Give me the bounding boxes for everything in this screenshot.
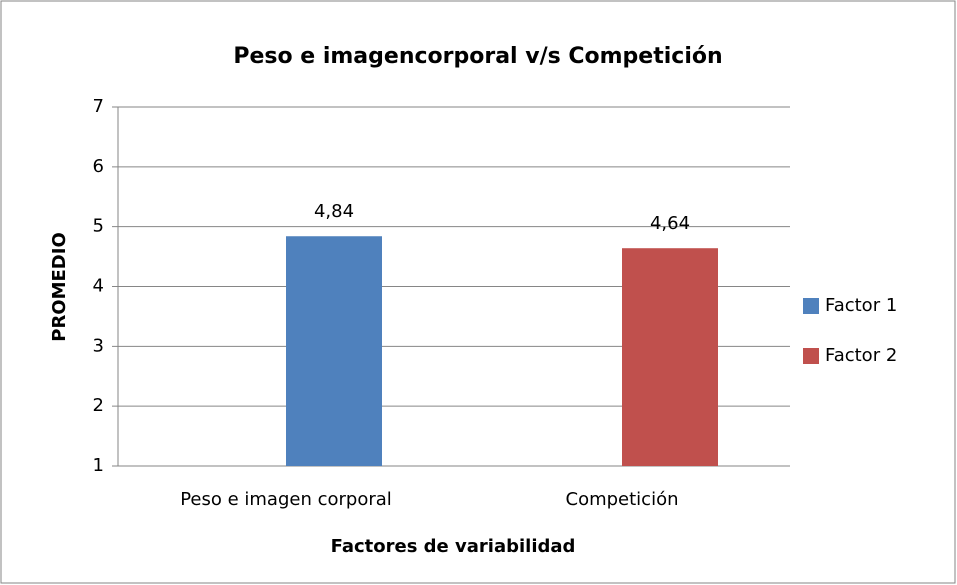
value-label: 4,64 (650, 213, 690, 234)
y-tick-label: 2 (93, 395, 104, 416)
legend-label: Factor 1 (825, 295, 897, 316)
bar (286, 236, 382, 466)
y-tick-label: 1 (93, 455, 104, 476)
y-tick-label: 3 (93, 335, 104, 356)
legend-swatch (803, 298, 819, 314)
value-label: 4,84 (314, 201, 354, 222)
bar (622, 248, 718, 466)
y-tick-label: 7 (93, 96, 104, 117)
y-tick-label: 4 (93, 276, 104, 297)
x-tick-label: Peso e imagen corporal (180, 489, 392, 510)
x-axis-title: Factores de variabilidad (331, 536, 576, 557)
y-axis-title: PROMEDIO (49, 232, 70, 342)
x-tick-label: Competición (566, 489, 679, 510)
legend-swatch (803, 348, 819, 364)
legend-label: Factor 2 (825, 345, 897, 366)
y-tick-label: 5 (93, 216, 104, 237)
chart-title: Peso e imagencorporal v/s Competición (233, 44, 722, 69)
y-tick-label: 6 (93, 156, 104, 177)
